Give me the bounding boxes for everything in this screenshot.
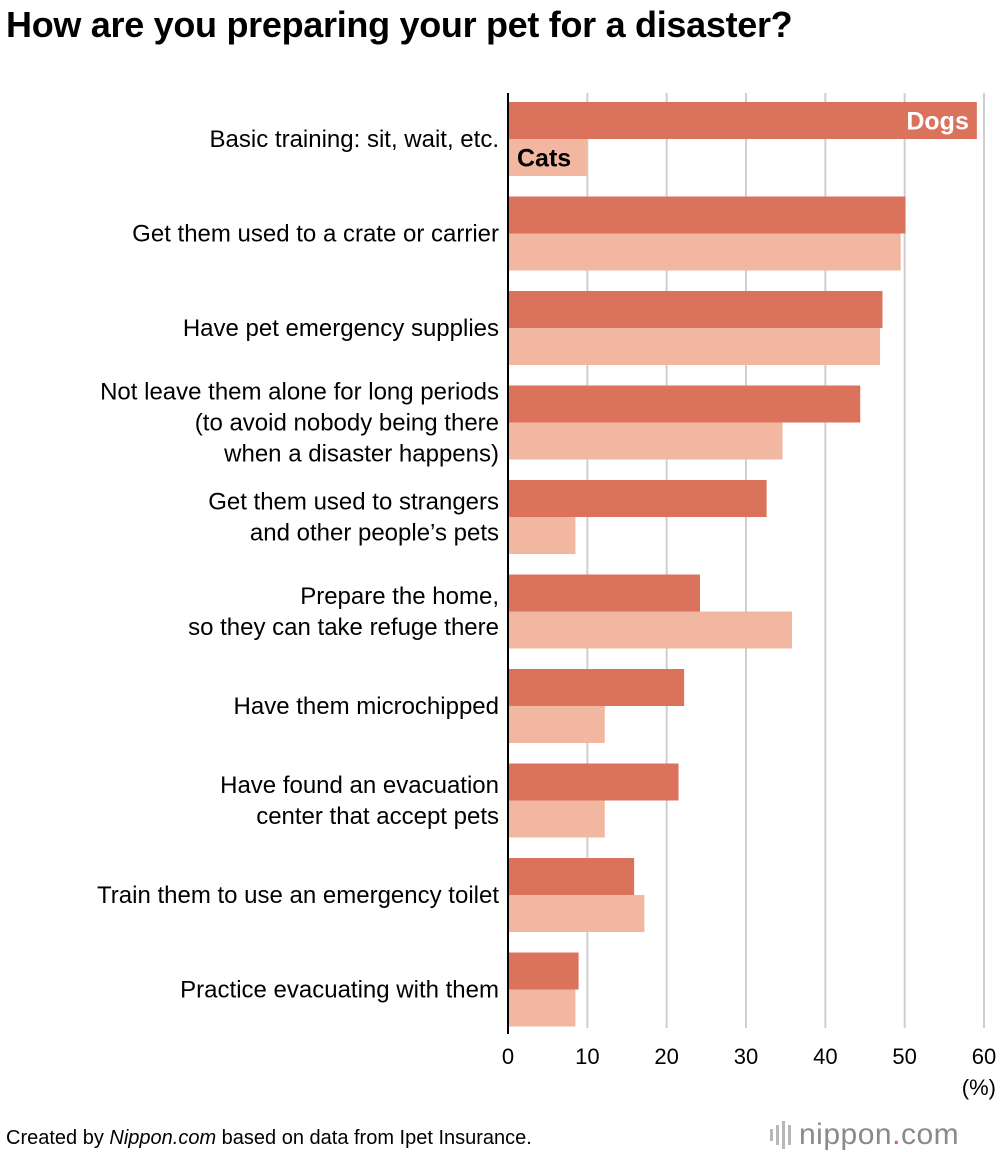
category-label-2: Get them used to a crate or carrier	[132, 221, 499, 248]
category-label-6: Prepare the home, so they can take refuge…	[188, 583, 499, 641]
category-label-1: Basic training: sit, wait, etc.	[210, 126, 499, 153]
category-label-line: Not leave them alone for long periods	[100, 379, 499, 406]
category-label-line: and other people’s pets	[250, 520, 499, 547]
tick-label-20: 20	[654, 1044, 678, 1069]
category-label-line: Get them used to a crate or carrier	[132, 221, 499, 248]
bar-dogs-5	[508, 480, 767, 517]
bar-dogs-4	[508, 385, 861, 423]
bar-cats-10	[508, 989, 576, 1027]
category-label-8: Have found an evacuation center that acce…	[220, 772, 499, 830]
bar-dogs-8	[508, 763, 679, 801]
category-label-line: Practice evacuating with them	[180, 977, 499, 1004]
category-label-line: Have found an evacuation	[220, 772, 499, 799]
category-label-5: Get them used to strangers and other peop…	[208, 489, 499, 547]
bar-chart: Dogs Cats Basic training: sit, wait, etc.…	[97, 93, 996, 1100]
bar-cats-4	[508, 422, 783, 460]
category-label-line: Get them used to strangers	[208, 489, 499, 516]
bar-dogs-10	[508, 952, 579, 990]
source-suffix: based on data from Ipet Insurance.	[216, 1127, 532, 1149]
bar-dogs-7	[508, 669, 685, 706]
tick-label-50: 50	[892, 1044, 916, 1069]
category-label-9: Train them to use an emergency toilet	[97, 882, 499, 909]
tick-label-40: 40	[813, 1044, 837, 1069]
category-label-line: Basic training: sit, wait, etc.	[210, 126, 499, 153]
bar-cats-3	[508, 328, 881, 365]
bar-dogs-6	[508, 574, 700, 612]
logo-tld: com	[900, 1118, 960, 1151]
nippon-logo: nippon.com	[770, 1118, 959, 1152]
source-credit: Created by Nippon.com based on data from…	[6, 1127, 532, 1150]
bar-cats-9	[508, 895, 645, 932]
tick-label-0: 0	[502, 1044, 514, 1069]
bar-dogs-3	[508, 291, 883, 328]
bar-cats-5	[508, 517, 576, 554]
logo-dot: .	[892, 1118, 901, 1151]
bar-cats-8	[508, 800, 605, 838]
category-label-line: Have pet emergency supplies	[183, 315, 499, 342]
category-label-line: Have them microchipped	[234, 693, 499, 720]
category-label-line: Prepare the home,	[300, 583, 499, 610]
category-label-3: Have pet emergency supplies	[183, 315, 499, 342]
logo-name: nippon	[799, 1118, 893, 1151]
bar-cats-6	[508, 611, 793, 649]
category-label-7: Have them microchipped	[234, 693, 499, 720]
category-label-10: Practice evacuating with them	[180, 977, 499, 1004]
category-label-line: (to avoid nobody being there	[195, 410, 499, 437]
tick-label-10: 10	[575, 1044, 599, 1069]
series-label-dogs: Dogs	[906, 108, 969, 136]
x-axis-unit-label: (%)	[962, 1075, 996, 1100]
chart-title: How are you preparing your pet for a dis…	[6, 4, 793, 45]
tick-label-30: 30	[734, 1044, 758, 1069]
bar-cats-1	[508, 139, 588, 176]
bar-cats-7	[508, 706, 605, 743]
sound-bars-icon	[770, 1121, 791, 1149]
bar-cats-2	[508, 233, 901, 271]
bar-dogs-2	[508, 196, 906, 234]
category-label-line: Train them to use an emergency toilet	[97, 882, 499, 909]
category-labels: Basic training: sit, wait, etc. Get them …	[97, 126, 499, 1004]
source-name: Nippon.com	[109, 1127, 217, 1149]
bars: Dogs Cats	[508, 102, 977, 1027]
tick-label-60: 60	[972, 1044, 996, 1069]
bar-dogs-9	[508, 858, 635, 895]
category-label-line: when a disaster happens)	[223, 441, 499, 468]
category-label-4: Not leave them alone for long periods (to…	[100, 379, 499, 468]
logo-text: nippon.com	[799, 1118, 959, 1152]
x-axis-ticks: 0 10 20 30 40 50 60	[502, 1044, 996, 1069]
category-label-line: center that accept pets	[256, 803, 499, 830]
category-label-line: so they can take refuge there	[188, 614, 499, 641]
series-label-cats: Cats	[517, 145, 571, 173]
source-prefix: Created by	[6, 1127, 110, 1149]
bar-dogs-1	[508, 102, 977, 139]
